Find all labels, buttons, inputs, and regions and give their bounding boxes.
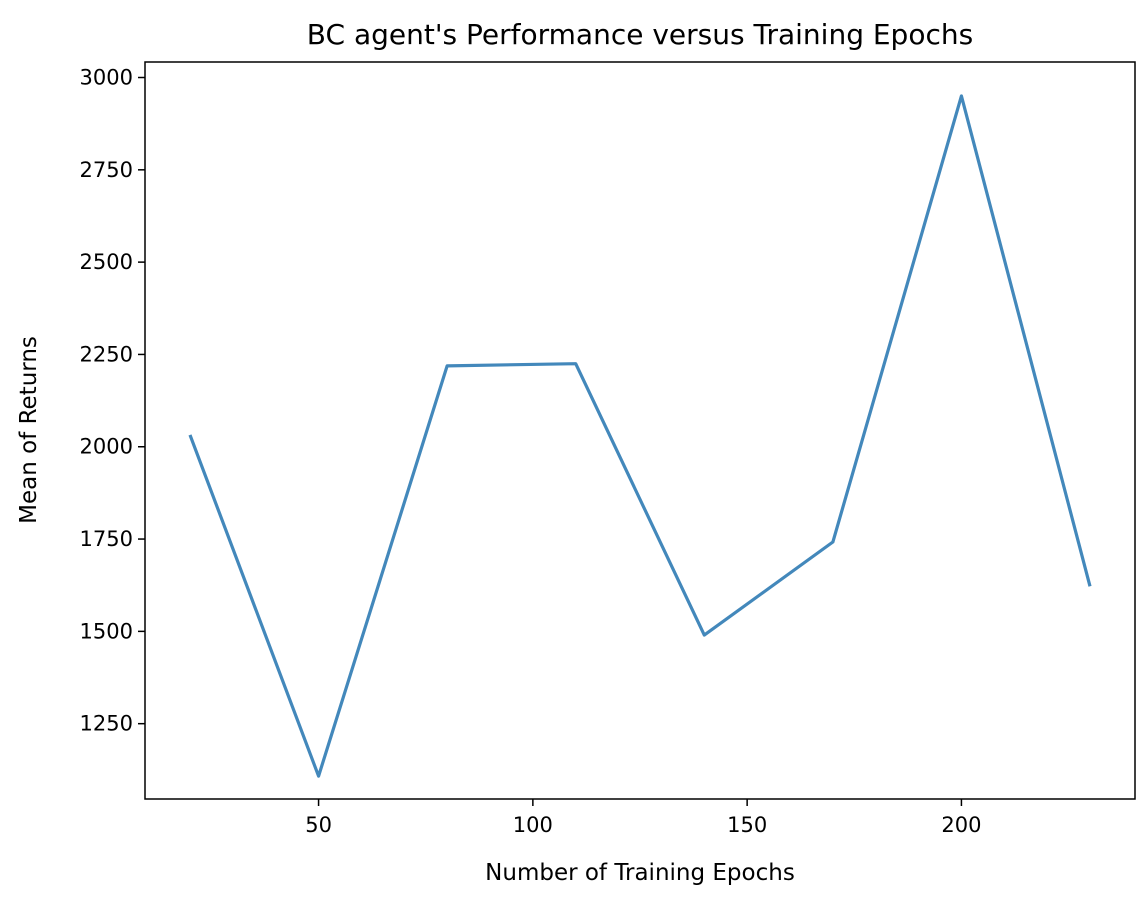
x-tick-label: 50 [305,813,332,837]
y-tick-label: 1500 [80,619,133,643]
y-axis-ticks: 1250 1500 1750 2000 2250 2500 2750 3000 [80,66,145,736]
x-axis-label: Number of Training Epochs [485,860,795,886]
y-tick-label: 1250 [80,712,133,736]
series-line [188,94,1092,778]
x-tick-label: 200 [941,813,981,837]
chart-title: BC agent's Performance versus Training E… [307,18,973,51]
x-tick-label: 100 [513,813,553,837]
x-axis-ticks: 50 100 150 200 [305,799,981,837]
y-tick-label: 1750 [80,527,133,551]
y-tick-label: 2250 [80,342,133,366]
y-tick-label: 2000 [80,435,133,459]
x-tick-label: 150 [727,813,767,837]
y-tick-label: 3000 [80,66,133,90]
series-group [188,94,1092,778]
plot-area-frame [144,61,1136,800]
y-tick-label: 2500 [80,250,133,274]
y-tick-label: 2750 [80,158,133,182]
y-axis-label: Mean of Returns [16,336,42,524]
